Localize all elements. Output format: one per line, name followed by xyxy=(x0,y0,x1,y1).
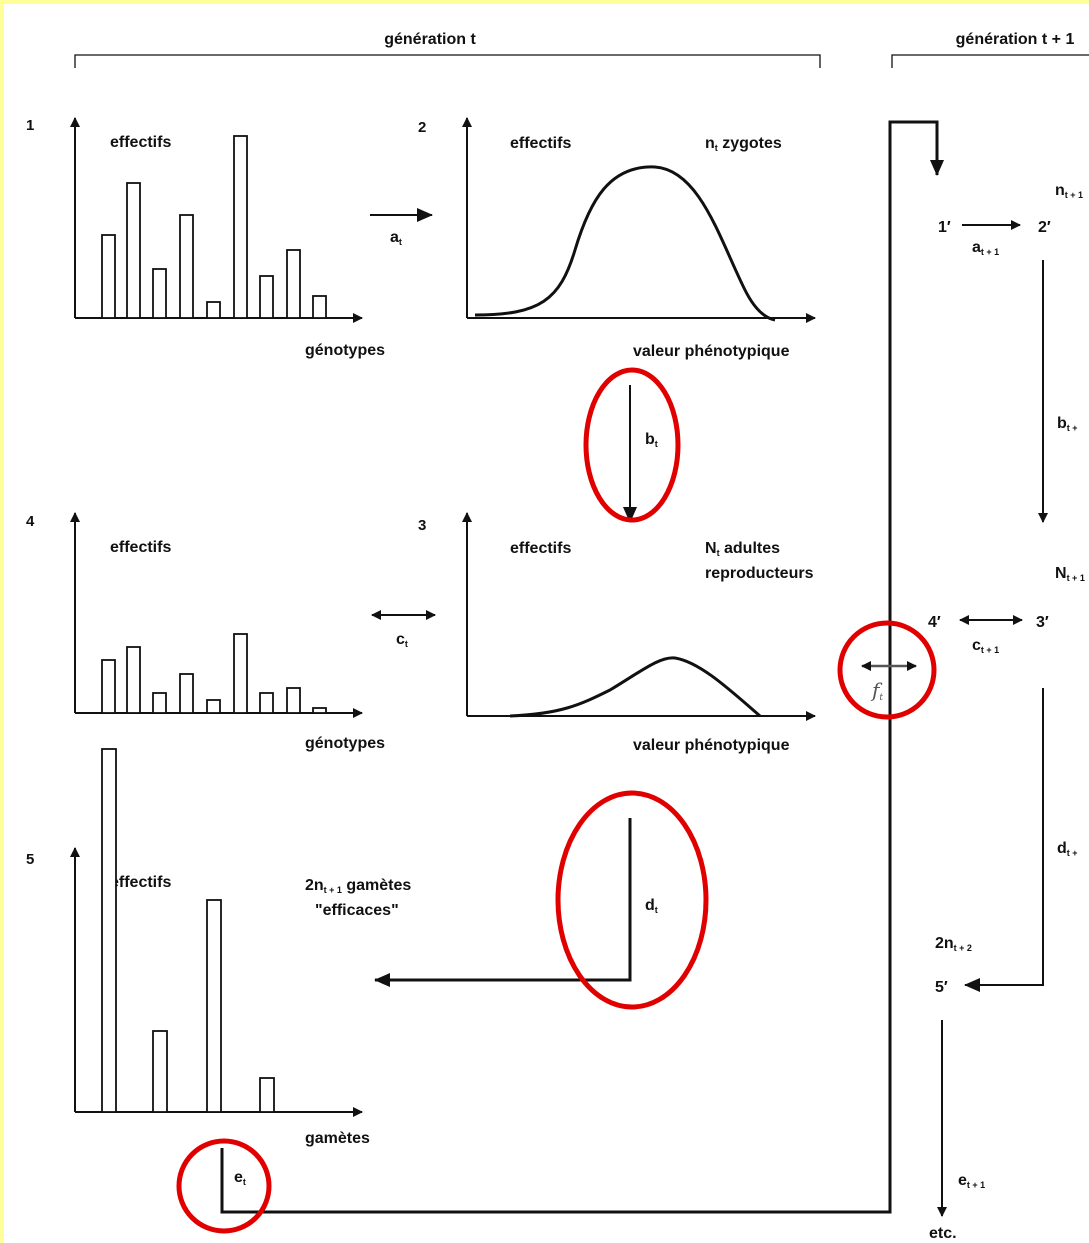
text-part: adultes xyxy=(720,540,781,557)
histogram xyxy=(101,748,275,1113)
step-label: at + 1 xyxy=(972,239,999,257)
curve xyxy=(474,165,776,322)
text-part: d xyxy=(1057,840,1067,857)
text-part: 2n xyxy=(305,877,324,894)
label: 2nt + 2 xyxy=(935,935,972,953)
note: "efficaces" xyxy=(315,902,399,919)
text-part: n xyxy=(1055,182,1065,199)
step-label: bt xyxy=(645,431,658,449)
axis-label: effectifs xyxy=(110,874,171,891)
panel-number: 5 xyxy=(26,851,34,868)
text-part: t + 2 xyxy=(954,943,972,953)
text-part: t xyxy=(879,693,883,703)
text-part: c xyxy=(972,637,981,654)
axis-label: génotypes xyxy=(305,735,385,752)
step-label: bt + xyxy=(1057,415,1078,433)
axis-label: effectifs xyxy=(510,540,571,557)
text-part: d xyxy=(645,897,655,914)
text-part: t + xyxy=(1067,848,1078,858)
generation-label: génération t xyxy=(384,31,476,48)
text-part: t + 1 xyxy=(967,1180,985,1190)
label: 3′ xyxy=(1036,614,1049,631)
text-part: t xyxy=(655,439,658,449)
step-label: ct + 1 xyxy=(972,637,999,655)
text-part: t xyxy=(399,237,402,247)
text-part: t + 1 xyxy=(1065,190,1083,200)
text-part: t + 1 xyxy=(981,247,999,257)
axis-label: gamètes xyxy=(305,1130,370,1147)
generation-label: génération t + 1 xyxy=(956,31,1075,48)
axis-label: effectifs xyxy=(110,134,171,151)
label: etc. xyxy=(929,1225,957,1242)
axis-label: effectifs xyxy=(110,539,171,556)
histogram xyxy=(101,633,327,714)
label: 5′ xyxy=(935,979,948,996)
arrow xyxy=(964,688,1044,992)
bracket xyxy=(74,54,821,68)
step-label: dt xyxy=(645,897,658,915)
note: Nt adultes xyxy=(705,540,780,558)
text-part: N xyxy=(705,540,717,557)
text-part: c xyxy=(396,631,405,648)
text-part: t xyxy=(715,143,718,153)
label: 2′ xyxy=(1038,219,1051,236)
bracket xyxy=(891,54,1089,68)
step-label: dt + xyxy=(1057,840,1078,858)
panel-number: 4 xyxy=(26,513,35,530)
label: 1′ xyxy=(938,219,951,236)
axis-label: valeur phénotypique xyxy=(633,737,790,754)
label: Nt + 1 xyxy=(1055,565,1085,583)
text-part: t xyxy=(655,905,658,915)
text-part: a xyxy=(972,239,981,256)
arrow xyxy=(374,818,632,987)
text-part: t + 1 xyxy=(981,645,999,655)
step-label: et xyxy=(234,1169,246,1187)
text-part: e xyxy=(234,1169,243,1186)
curve xyxy=(509,656,761,718)
panel-number: 2 xyxy=(418,119,426,136)
axis-label: génotypes xyxy=(305,342,385,359)
note: nt zygotes xyxy=(705,135,782,153)
highlight xyxy=(583,367,681,523)
axis-label: valeur phénotypique xyxy=(633,343,790,360)
step-label: ct xyxy=(396,631,408,649)
text-part: zygotes xyxy=(718,135,782,152)
axis-label: effectifs xyxy=(510,135,571,152)
step-label: et + 1 xyxy=(958,1172,985,1190)
text-part: 2n xyxy=(935,935,954,952)
text-part: a xyxy=(390,229,399,246)
text-part: t + 1 xyxy=(324,885,342,895)
text-part: e xyxy=(958,1172,967,1189)
highlight xyxy=(837,620,937,720)
text-part: b xyxy=(645,431,655,448)
label: nt + 1 xyxy=(1055,182,1083,200)
text-part: t + 1 xyxy=(1067,573,1085,583)
label: 4′ xyxy=(928,614,941,631)
highlight xyxy=(176,1138,272,1234)
text-part: N xyxy=(1055,565,1067,582)
note: 2nt + 1 gamètes xyxy=(305,877,411,895)
highlight xyxy=(555,790,709,1010)
text-part: t xyxy=(405,639,408,649)
panel-number: 3 xyxy=(418,517,426,534)
text-part: t + xyxy=(1067,423,1078,433)
histogram xyxy=(101,135,327,319)
step-label: at xyxy=(390,229,402,247)
panel-number: 1 xyxy=(26,117,34,134)
text-part: gamètes xyxy=(342,877,411,894)
text-part: t xyxy=(717,548,720,558)
paper xyxy=(4,4,1089,1243)
text-part: n xyxy=(705,135,715,152)
note: reproducteurs xyxy=(705,565,814,582)
text-part: t xyxy=(243,1177,246,1187)
text-part: b xyxy=(1057,415,1067,432)
